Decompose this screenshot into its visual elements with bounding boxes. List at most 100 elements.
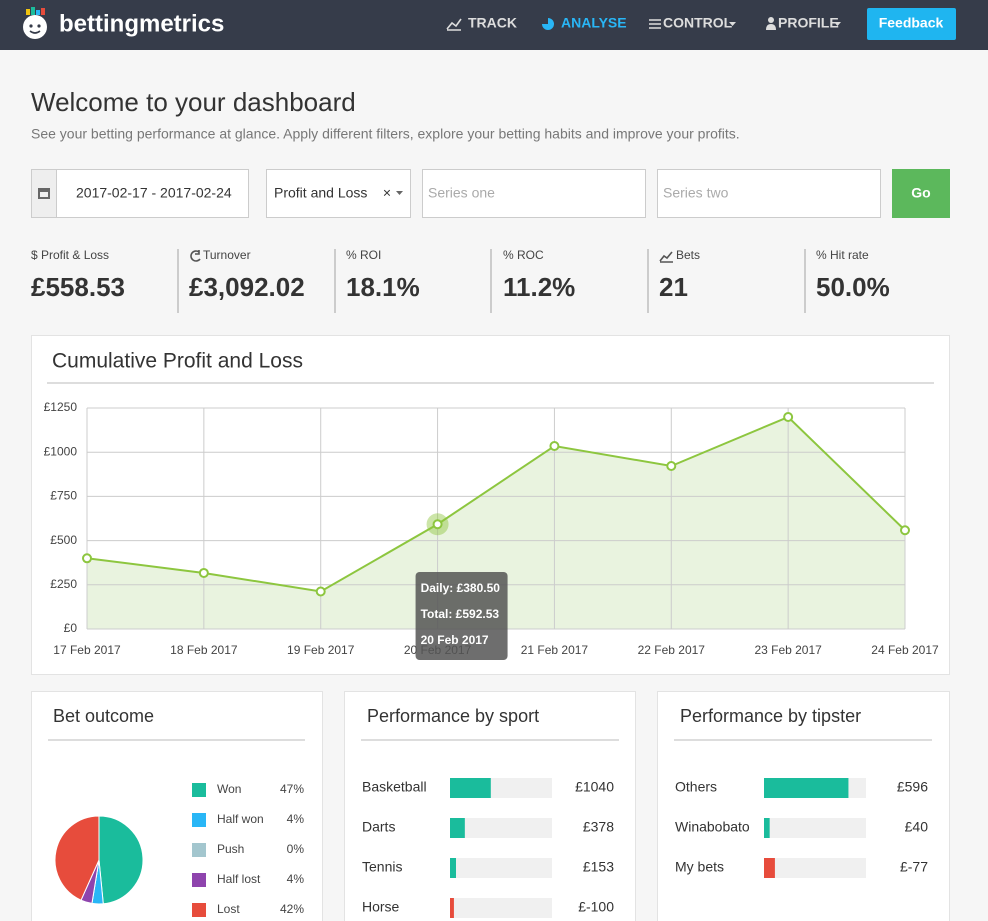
x-tick-label: 22 Feb 2017 [638,643,706,657]
control-icon [649,19,661,29]
y-tick-label: £1250 [44,400,78,414]
bar [450,858,457,878]
category-label: Darts [362,819,395,835]
page-subtitle: See your betting performance at glance. … [31,126,740,142]
point [432,519,443,530]
stat-value: 50.0% [816,272,890,302]
stat-label: Bets [676,248,700,262]
y-tick-label: £750 [50,489,77,503]
stat-label: Turnover [203,248,251,262]
point [315,586,326,597]
y-tick-label: £1000 [44,444,78,458]
stat-value: 18.1% [346,272,420,302]
go-button[interactable] [892,169,950,218]
bar [764,818,770,838]
category-label: My bets [675,859,724,875]
chart-title: Performance by tipster [680,706,861,726]
x-tick-label: 24 Feb 2017 [871,643,939,657]
category-label: Others [675,779,717,795]
y-tick-label: £250 [50,577,77,591]
caret [729,22,736,26]
x-tick-label: 19 Feb 2017 [287,643,355,657]
legend-swatch [192,873,206,887]
placeholder: Series one [428,185,495,201]
metric-select[interactable] [266,169,411,218]
legend-label: Half won [217,812,264,826]
point [783,412,794,423]
stat-label: % Hit rate [816,248,869,262]
y-tick-label: £500 [50,533,77,547]
y-tick-label: £0 [64,621,78,635]
navbar [0,0,988,50]
legend-label: Won [217,782,241,796]
bar [450,818,465,838]
value-label: 4% [287,812,305,826]
value-label: £-100 [578,899,614,915]
track-icon [446,18,462,31]
x-tick-label: 21 Feb 2017 [521,643,589,657]
value-label: £-77 [900,859,928,875]
value-label: 4% [287,872,305,886]
stat-value: £558.53 [31,272,125,302]
bar-track [450,898,552,918]
clear-button[interactable]: × [383,185,391,201]
brand[interactable]: bettingmetrics [59,10,224,37]
nav-link[interactable]: CONTROL [663,15,733,31]
point [549,441,560,452]
tooltip-line: Daily: £380.50 [421,581,501,595]
metric-value[interactable]: Profit and Loss [274,185,367,201]
legend-label: Half lost [217,872,261,886]
stat-value: 21 [659,272,688,302]
stat-value: £3,092.02 [189,272,305,302]
legend-label: Lost [217,902,240,916]
x-tick-label: 18 Feb 2017 [170,643,238,657]
point [82,553,92,564]
tooltip-line: 20 Feb 2017 [421,633,489,647]
date-addon [31,169,57,218]
x-tick-label: 23 Feb 2017 [754,643,822,657]
feedback-button[interactable] [867,8,956,40]
value-label: £40 [905,819,929,835]
bar-track [764,818,866,838]
series-one-input[interactable] [422,169,646,218]
page-title: Welcome to your dashboard [31,87,356,117]
value-label: 47% [280,782,304,796]
date-range[interactable]: 2017-02-17 - 2017-02-24 [76,185,232,201]
value-label: £596 [897,779,928,795]
pie-slice [54,815,100,901]
tooltip [415,572,508,660]
category-label: Horse [362,899,400,915]
panel [344,691,636,921]
legend-label: Push [217,842,244,856]
chart-title: Cumulative Profit and Loss [52,350,303,373]
stat-label: $ Profit & Loss [31,248,109,262]
stat-separators [177,249,806,313]
bets-icon [659,251,673,263]
chart-title: Bet outcome [53,706,154,726]
point [198,567,209,578]
value-label: £1040 [575,779,614,795]
calendar-icon [38,188,50,199]
legend-swatch [192,843,206,857]
stat-label: % ROI [346,248,381,262]
value-label: £153 [583,859,614,875]
analyse-icon [542,18,554,30]
date-input[interactable] [31,169,249,218]
nav-link[interactable]: TRACK [468,15,517,31]
value-label: 42% [280,902,304,916]
stat-label: % ROC [503,248,544,262]
series-two-input[interactable] [657,169,881,218]
go-label[interactable]: Go [911,185,930,201]
nav-link[interactable]: PROFILE [778,15,839,31]
x-tick-label: 17 Feb 2017 [53,643,121,657]
caret [834,22,841,26]
caret [396,191,403,195]
chart-title: Performance by sport [367,706,539,726]
category-label: Basketball [362,779,427,795]
feedback-label[interactable]: Feedback [879,15,944,31]
value-label: 0% [287,842,305,856]
point [666,460,677,471]
nav-link[interactable]: ANALYSE [561,15,627,31]
